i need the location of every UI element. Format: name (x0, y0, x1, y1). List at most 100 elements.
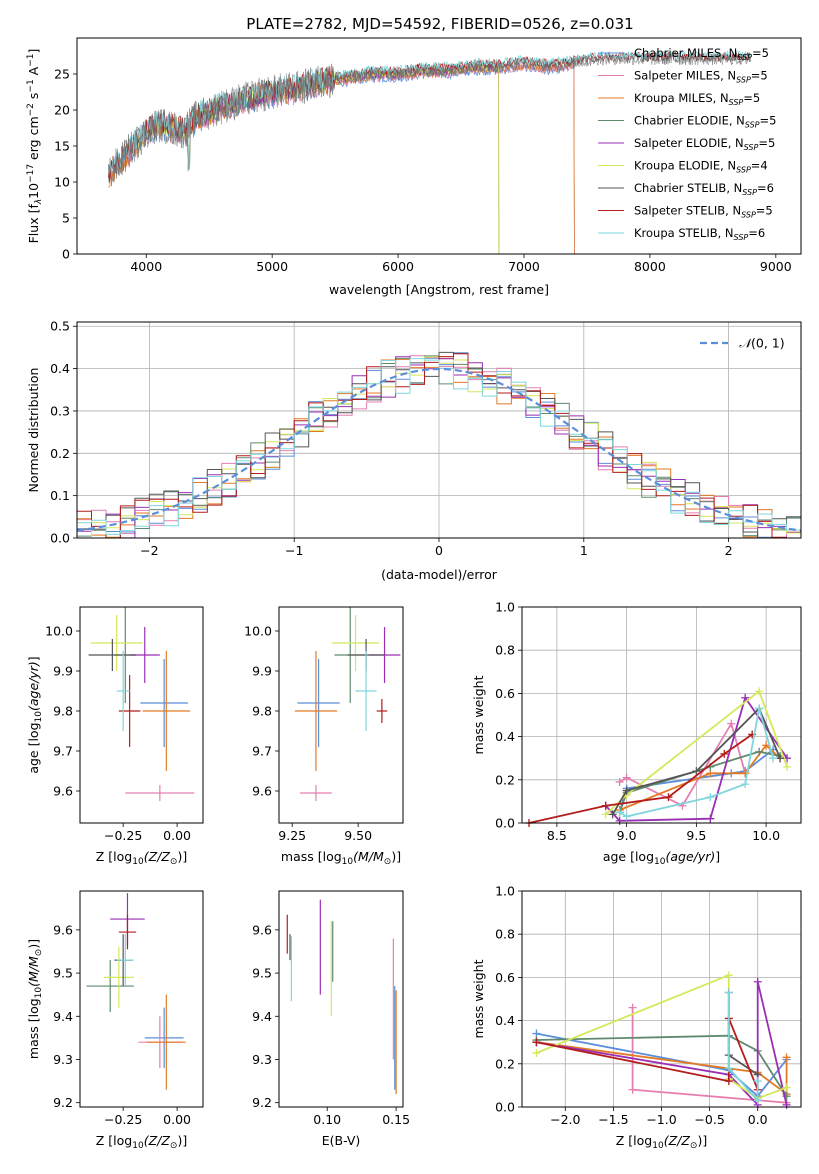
legend-tail: =5 (758, 136, 775, 150)
mass-vs-z-ytick-label: 9.6 (53, 922, 73, 937)
ylabel-post: )] (26, 939, 41, 949)
xlabel-pre: mass [log (281, 849, 342, 864)
residual-histogram-step (77, 353, 801, 538)
mass-vs-z-frame (79, 890, 204, 1108)
ylabel-part: −17 (26, 164, 36, 183)
xlabel-sub: 10 (132, 857, 144, 867)
weight-vs-z-ytick-label: 1.0 (495, 884, 515, 899)
mass-vs-ebv-frame (278, 890, 404, 1108)
age-vs-mass-ytick-label: 9.9 (252, 664, 272, 679)
legend-base: Salpeter STELIB, N (634, 204, 741, 218)
weight-vs-z-ylabel: mass weight (471, 959, 486, 1038)
spectrum-ytick-label: 15 (54, 139, 70, 154)
weight-vs-age-series-line (619, 708, 774, 818)
weight-vs-z-marker (628, 1003, 637, 1012)
residual-normal-curve (77, 367, 801, 532)
weight-vs-age-ytick-label: 1.0 (495, 600, 515, 615)
legend-tail: =6 (748, 226, 765, 240)
weight-vs-age-marker (741, 693, 750, 702)
ylabel-part: −2 (26, 103, 36, 116)
weight-vs-age-marker (755, 747, 764, 756)
weight-vs-z-ytick-label: 0.4 (495, 1013, 515, 1028)
spectrum-xlabel: wavelength [Angstrom, rest frame] (329, 282, 549, 297)
weight-vs-z-marker (753, 977, 762, 986)
spectrum-xtick-label: 9000 (760, 259, 792, 274)
spectrum-xtick-label: 6000 (382, 259, 414, 274)
xlabel-mid: (age/yr) (665, 849, 715, 864)
weight-vs-z-xlabel: Z [log10(Z/Z⊙)] (616, 1133, 707, 1151)
weight-vs-z-marker (782, 1100, 791, 1109)
ylabel-sub: 10 (34, 711, 44, 723)
weight-vs-z-xtick-label: −2.0 (550, 1112, 580, 1127)
age-vs-mass-xtick-label: 9.25 (278, 828, 306, 843)
weight-vs-age-marker (706, 814, 715, 823)
weight-vs-z-marker (782, 1083, 791, 1092)
weight-vs-z-ytick-label: 0.0 (495, 1100, 515, 1115)
xlabel-sub2: ⊙ (170, 1141, 178, 1151)
ylabel-sub: 10 (34, 987, 44, 999)
xlabel-post: )] (177, 849, 187, 864)
xlabel-sub2: ⊙ (170, 857, 178, 867)
legend-sub: SSP (737, 53, 752, 62)
weight-vs-z-xtick-label: 0.0 (748, 1112, 768, 1127)
age-vs-mass-ytick-label: 10.0 (244, 624, 272, 639)
spectrum-model-line (108, 62, 575, 254)
legend-tail: =5 (751, 69, 768, 83)
weight-vs-age-frame (521, 606, 802, 824)
spectrum-model-line (108, 61, 575, 254)
weight-vs-z-marker (753, 1077, 762, 1086)
age-vs-z-ylabel: age [log10(age/yr)] (26, 656, 44, 773)
weight-vs-z-xtick-label: −0.5 (694, 1112, 724, 1127)
mass-vs-z-xtick-label: 0.00 (163, 1112, 191, 1127)
weight-vs-age-marker (622, 773, 631, 782)
spectrum-legend-label: Kroupa ELODIE, NSSP=4 (634, 159, 768, 175)
weight-vs-z-series-line (536, 1041, 788, 1096)
spectrum-plot-area (108, 49, 751, 254)
mass-vs-ebv-ytick-label: 9.2 (252, 1095, 272, 1110)
legend-tail: =6 (757, 181, 774, 195)
weight-vs-z-marker (532, 1049, 541, 1057)
mass-vs-z-xlabel: Z [log10(Z/Z⊙)] (96, 1133, 187, 1151)
weight-vs-z-marker (532, 1038, 541, 1047)
spectrum-ytick-label: 25 (54, 67, 70, 82)
legend-base: Kroupa MILES, N (634, 91, 729, 105)
age-vs-z-ytick-label: 9.7 (53, 744, 73, 759)
residual-ytick-label: 0.2 (50, 446, 70, 461)
age-vs-z-ytick-label: 9.6 (53, 784, 73, 799)
xlabel-pre: age [log (603, 849, 654, 864)
mass-vs-z-ylabel: mass [log10(M/M⊙)] (26, 939, 44, 1059)
spectrum-ytick-label: 5 (62, 211, 70, 226)
legend-base: Kroupa ELODIE, N (634, 159, 736, 173)
spectrum-ytick-label: 0 (62, 247, 70, 262)
legend-base: Salpeter ELODIE, N (634, 136, 744, 150)
weight-vs-age-marker (615, 816, 624, 825)
legend-sub: SSP (736, 76, 751, 85)
xlabel-sub: 10 (652, 1141, 664, 1151)
spectrum-legend-label: Kroupa MILES, NSSP=5 (634, 91, 760, 107)
legend-sub: SSP (742, 188, 757, 197)
weight-vs-age-marker (741, 780, 750, 789)
figure-title: PLATE=2782, MJD=54592, FIBERID=0526, z=0… (246, 15, 633, 33)
xlabel-sub: 10 (654, 857, 666, 867)
residual-frame (76, 321, 802, 539)
weight-vs-age-marker (615, 777, 624, 786)
ylabel-part: λ (34, 199, 44, 205)
residual-xtick-label: 1 (580, 543, 588, 558)
weight-vs-age-marker (601, 801, 610, 810)
weight-vs-z-marker (628, 1085, 637, 1094)
residual-ytick-label: 0.1 (50, 488, 70, 503)
weight-vs-age-xtick-label: 9.0 (617, 828, 637, 843)
xlabel-post: )] (697, 1133, 707, 1148)
residual-plot-area (77, 351, 801, 538)
ylabel-part: ] (26, 49, 41, 54)
spectrum-xtick-label: 5000 (256, 259, 288, 274)
xlabel-mid: (Z/Z (144, 1133, 171, 1148)
spectrum-model-line (108, 61, 575, 254)
residual-xtick-label: −1 (285, 543, 303, 558)
residual-legend-label: 𝒩(0, 1) (739, 336, 785, 351)
age-vs-mass-ytick-label: 9.6 (252, 784, 272, 799)
mass-vs-ebv-ytick-label: 9.5 (252, 966, 272, 981)
spectrum-ytick-label: 20 (54, 103, 70, 118)
legend-sub: SSP (736, 166, 751, 175)
